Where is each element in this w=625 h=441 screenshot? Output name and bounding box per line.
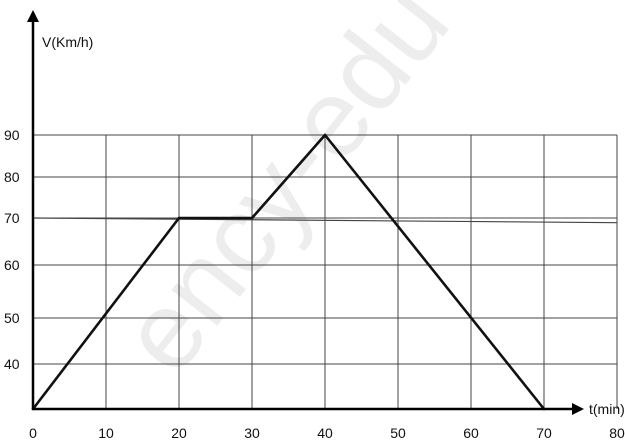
x-tick-label: 30 <box>244 425 260 441</box>
x-tick-labels: 0 10 20 30 40 50 60 70 80 <box>29 425 625 441</box>
x-tick-label: 20 <box>171 425 187 441</box>
x-tick-label: 60 <box>463 425 479 441</box>
axes <box>27 10 584 415</box>
series-segment <box>250 133 327 220</box>
x-tick-label: 80 <box>609 425 625 441</box>
y-tick-label: 60 <box>4 257 20 273</box>
y-axis-arrow <box>27 10 39 22</box>
series-layer <box>31 133 546 411</box>
watermark: ency-edu <box>97 0 473 395</box>
data-point <box>250 216 254 220</box>
reference-line <box>32 217 618 224</box>
y-tick-label: 80 <box>4 169 20 185</box>
x-tick-label: 10 <box>98 425 114 441</box>
x-tick-label: 50 <box>390 425 406 441</box>
data-point <box>177 216 181 220</box>
x-axis-label: t(min) <box>589 401 625 417</box>
x-tick-label: 0 <box>29 425 37 441</box>
y-tick-labels: 40 50 60 70 80 90 <box>4 127 20 372</box>
y-axis-label: V(Km/h) <box>42 34 93 50</box>
x-tick-label: 70 <box>536 425 552 441</box>
y-tick-label: 50 <box>4 310 20 326</box>
y-tick-label: 70 <box>4 210 20 226</box>
reference-line-layer <box>32 217 618 224</box>
x-tick-label: 40 <box>317 425 333 441</box>
y-tick-label: 90 <box>4 127 20 143</box>
series-segment <box>31 216 181 411</box>
series-segment <box>323 133 546 411</box>
y-tick-label: 40 <box>4 356 20 372</box>
x-axis-arrow <box>572 403 584 415</box>
grid <box>33 134 618 409</box>
data-point <box>323 133 327 137</box>
